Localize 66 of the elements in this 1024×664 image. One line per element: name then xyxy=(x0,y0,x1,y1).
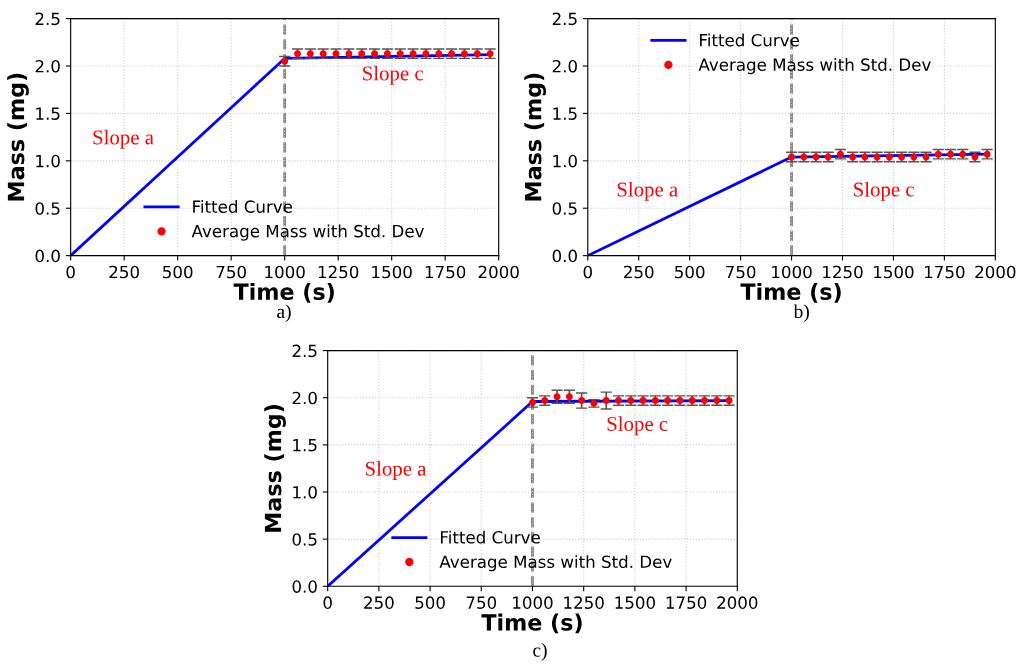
legend-label: Average Mass with Std. Dev xyxy=(439,555,672,572)
x-tick-label: 1250 xyxy=(564,596,604,609)
x-tick-label: 250 xyxy=(364,596,394,609)
legend-label: Fitted Curve xyxy=(700,33,799,47)
annotation: Slope a xyxy=(617,181,678,201)
annotation: Slope c xyxy=(607,416,668,436)
annotation: Slope c xyxy=(854,181,914,201)
x-tick-label: 500 xyxy=(163,265,193,279)
y-axis-title: Mass (mg) xyxy=(7,73,29,201)
text: b) xyxy=(793,304,809,323)
y-tick-label: 2.0 xyxy=(35,59,60,73)
annotation: Slope a xyxy=(93,129,154,149)
y-tick-label: 0.5 xyxy=(35,202,60,215)
y-tick-label: 0.0 xyxy=(292,580,317,593)
y-tick-label: 1.5 xyxy=(553,107,577,120)
x-tick-label: 750 xyxy=(216,265,246,279)
y-tick-label: 1.0 xyxy=(553,154,577,168)
x-tick-label: 1500 xyxy=(874,265,914,279)
x-tick-label: 2000 xyxy=(975,265,1016,279)
x-tick-label: 1500 xyxy=(372,265,412,279)
x-tick-label: 1250 xyxy=(823,265,863,279)
x-tick-label: 500 xyxy=(415,596,445,609)
y-tick-label: 2.5 xyxy=(292,344,317,358)
y-tick-label: 0.5 xyxy=(552,202,577,215)
legend-label: Average Mass with Std. Dev xyxy=(191,224,424,241)
y-tick-label: 2.0 xyxy=(552,59,577,73)
legend-label: Average Mass with Std. Dev xyxy=(698,58,931,75)
x-tick-label: 1000 xyxy=(772,265,812,279)
x-tick-label: 2000 xyxy=(478,265,519,279)
y-tick-label: 1.5 xyxy=(36,107,60,120)
y-tick-label: 2.5 xyxy=(552,12,577,26)
x-tick-label: 1500 xyxy=(615,596,655,609)
annotation: Slope c xyxy=(363,65,423,85)
x-axis-title: Time (s) xyxy=(740,282,841,303)
x-tick-label: 0 xyxy=(583,265,592,279)
x-tick-label: 500 xyxy=(675,265,705,279)
y-tick-label: 2.0 xyxy=(292,391,317,405)
y-tick-label: 0.0 xyxy=(35,249,60,263)
x-tick-label: 250 xyxy=(624,265,654,279)
y-tick-label: 0.0 xyxy=(552,249,577,263)
x-tick-label: 2000 xyxy=(717,596,758,609)
x-tick-label: 250 xyxy=(109,265,139,279)
x-tick-label: 0 xyxy=(66,265,75,279)
x-tick-label: 1000 xyxy=(265,265,305,279)
x-tick-label: 1000 xyxy=(513,596,553,609)
y-tick-label: 2.5 xyxy=(35,12,60,26)
x-tick-label: 750 xyxy=(466,596,497,609)
y-tick-label: 1.0 xyxy=(36,154,60,168)
text: c) xyxy=(533,643,547,661)
legend-label: Fitted Curve xyxy=(441,530,540,544)
y-axis-title: Mass (mg) xyxy=(264,405,286,532)
y-tick-label: 0.5 xyxy=(292,533,317,546)
x-axis-title: Time (s) xyxy=(481,613,582,634)
x-tick-label: 1250 xyxy=(318,265,359,279)
y-tick-label: 1.5 xyxy=(293,439,317,452)
x-tick-label: 1750 xyxy=(925,265,965,279)
x-tick-label: 0 xyxy=(323,596,332,609)
text: a) xyxy=(277,304,291,323)
x-axis-title: Time (s) xyxy=(233,282,334,303)
legend-label: Fitted Curve xyxy=(193,200,293,213)
y-tick-label: 1.0 xyxy=(293,485,317,499)
x-tick-label: 1750 xyxy=(666,596,707,609)
x-tick-label: 750 xyxy=(726,265,756,279)
y-axis-title: Mass (mg) xyxy=(524,73,546,201)
annotation: Slope a xyxy=(365,461,427,480)
x-tick-label: 1750 xyxy=(425,265,466,279)
